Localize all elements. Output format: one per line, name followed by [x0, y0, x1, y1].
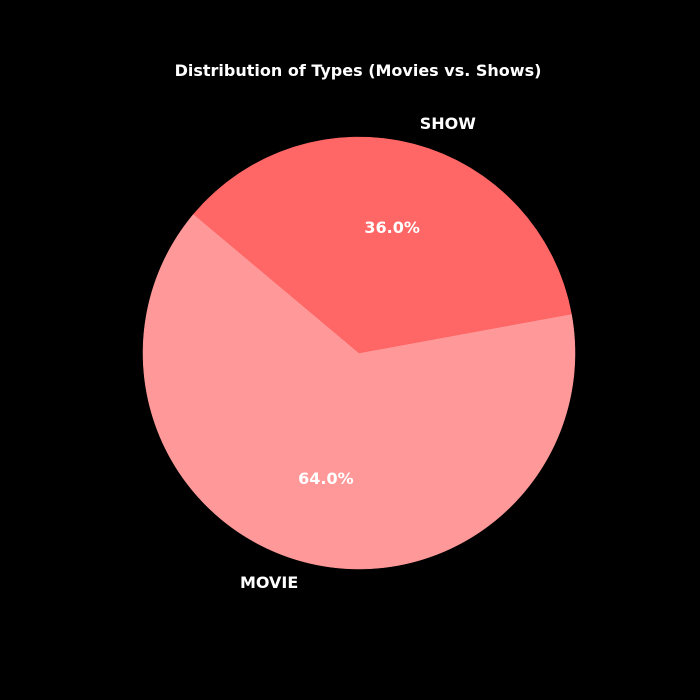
pie-slice-movie [142, 213, 576, 570]
pie-labels: MOVIE 64.0% SHOW 36.0% [240, 114, 476, 592]
pie-slice-show [193, 136, 572, 354]
slice-label-show: SHOW [420, 114, 477, 133]
slice-label-movie: MOVIE [240, 573, 298, 592]
pie-slices [142, 136, 576, 570]
slice-percent-show: 36.0% [364, 218, 420, 237]
chart-title: Distribution of Types (Movies vs. Shows) [175, 61, 542, 80]
slice-percent-movie: 64.0% [298, 469, 354, 488]
